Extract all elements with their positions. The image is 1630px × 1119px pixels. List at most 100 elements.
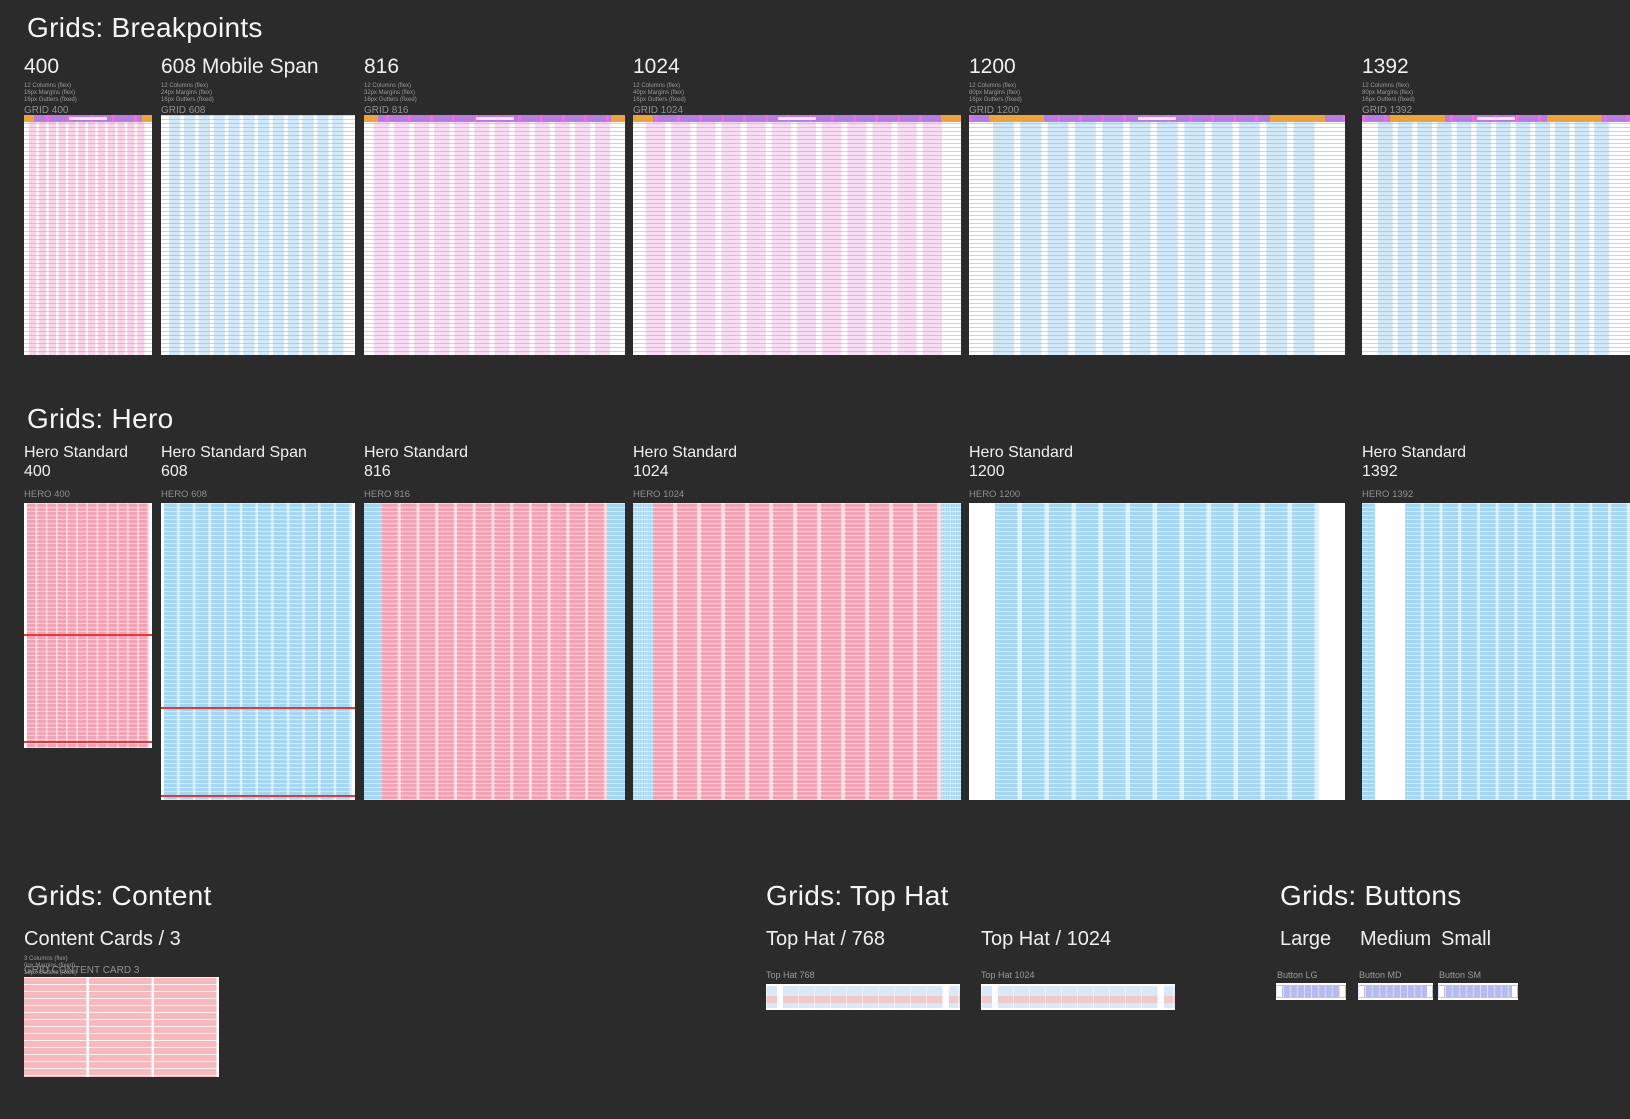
frame-label[interactable]: HERO 816 — [364, 489, 410, 500]
grid-rows — [161, 115, 355, 355]
tophat-orange-block-left — [633, 115, 653, 122]
section-title-tophat: Grids: Top Hat — [766, 880, 949, 911]
button-frame-sm[interactable] — [1438, 983, 1518, 1000]
tophat-item-label: Top Hat / 768 — [766, 928, 885, 950]
frame-label[interactable]: GRID 1024 — [633, 105, 684, 116]
button-size-label: Large — [1280, 928, 1332, 950]
breakpoint-board-1024: 1024 12 Columns (flex) 40px Margins (fle… — [633, 55, 961, 355]
breakpoint-board-400: 400 12 Columns (flex) 16px Margins (flex… — [24, 55, 152, 355]
hero-grid-edge-right — [941, 503, 961, 800]
tophat-orange-block-left — [1390, 115, 1445, 122]
frame-label[interactable]: HERO 1200 — [969, 489, 1021, 500]
board-label: Hero Standard 1200 — [969, 444, 1074, 480]
board-label: 1200 — [969, 55, 1016, 78]
hero-frame-1392[interactable] — [1362, 503, 1630, 800]
grid-rows — [969, 115, 1345, 355]
frame-label[interactable]: HERO 400 — [24, 489, 70, 500]
board-label: 608 Mobile Span — [161, 55, 319, 78]
hero-guide-line — [161, 795, 355, 797]
grid-frame-816[interactable] — [364, 115, 625, 355]
board-label: Hero Standard 1024 — [633, 444, 738, 480]
button-size-label: Medium — [1360, 928, 1432, 950]
frame-label[interactable]: HERO 608 — [161, 489, 207, 500]
grid-frame-400[interactable] — [24, 115, 152, 355]
board-label: 816 — [364, 55, 400, 78]
hero-guide-line — [24, 741, 152, 743]
tophat-gutter-left — [777, 984, 783, 1010]
grid-frame-1392[interactable] — [1362, 115, 1630, 355]
tophat-caption-marker — [778, 117, 816, 120]
frame-label[interactable]: HERO 1024 — [633, 489, 685, 500]
hero-grid-fill — [27, 503, 149, 748]
tophat-caption-marker — [475, 117, 514, 120]
frame-label[interactable]: GRID 400 — [24, 105, 69, 116]
tophat-bar — [969, 115, 1345, 122]
hero-board-1200: Hero Standard 1200 HERO 1200 — [969, 443, 1345, 800]
content-subtitle: Content Cards / 3 — [24, 928, 181, 950]
frame-label[interactable]: Button SM — [1439, 970, 1482, 980]
breakpoint-board-1392: 1392 12 Columns (flex) 80px Margins (fle… — [1362, 55, 1630, 355]
frame-label[interactable]: Top Hat 1024 — [981, 970, 1035, 980]
section-title-breakpoints: Grids: Breakpoints — [27, 12, 263, 43]
tophat-caption-marker — [69, 117, 107, 120]
tophat-frame-1024[interactable] — [981, 984, 1175, 1010]
frame-label[interactable]: GRID CONTENT CARD 3 — [24, 965, 140, 976]
hero-guide-line — [24, 634, 152, 636]
hero-frame-816[interactable] — [364, 503, 625, 800]
tophat-caption-marker — [1477, 117, 1515, 120]
frame-label[interactable]: GRID 608 — [161, 105, 206, 116]
hero-board-1024: Hero Standard 1024 HERO 1024 — [633, 443, 961, 800]
grid-frame-1024[interactable] — [633, 115, 961, 355]
grid-rows — [633, 115, 961, 355]
frame-label[interactable]: Top Hat 768 — [766, 970, 815, 980]
button-endcap-left — [1277, 986, 1282, 997]
tophat-orange-block-right — [1547, 115, 1602, 122]
button-frame-md[interactable] — [1358, 983, 1433, 1000]
tophat-grid-lines — [981, 984, 1175, 1010]
tophat-grid-lines — [766, 984, 960, 1010]
hero-grid-center — [382, 503, 607, 800]
board-label: 1024 — [633, 55, 680, 78]
tophat-bar — [1362, 115, 1630, 122]
hero-grid-edge-left — [633, 503, 653, 800]
hero-grid-edge-left — [1362, 503, 1376, 800]
tophat-orange-block-left — [364, 115, 378, 122]
hero-frame-1200[interactable] — [969, 503, 1345, 800]
hero-guide-line — [161, 707, 355, 709]
hero-board-1392: Hero Standard 1392 HERO 1392 — [1362, 443, 1630, 800]
tophat-gutter-right — [943, 984, 949, 1010]
hero-frame-400[interactable] — [24, 503, 152, 748]
frame-label[interactable]: GRID 1200 — [969, 105, 1020, 116]
tophat-orange-block-right — [142, 115, 152, 122]
board-specs: 12 Columns (flex) 80px Margins (flex) 16… — [969, 83, 1022, 103]
board-label: Hero Standard 816 — [364, 444, 469, 480]
button-endcap-left — [1439, 986, 1444, 997]
section-title-hero: Grids: Hero — [27, 403, 174, 434]
tophat-frame-768[interactable] — [766, 984, 960, 1010]
hero-grid-edge-left — [364, 503, 383, 800]
board-specs: 12 Columns (flex) 80px Margins (flex) 16… — [1362, 83, 1415, 103]
frame-label[interactable]: GRID 1392 — [1362, 105, 1413, 116]
hero-grid-edge-right — [606, 503, 625, 800]
tophat-orange-block-right — [941, 115, 961, 122]
board-label: 400 — [24, 55, 60, 78]
hero-grid-center — [652, 503, 942, 800]
hero-frame-608[interactable] — [161, 503, 355, 800]
grid-frame-1200[interactable] — [969, 115, 1345, 355]
grid-frame-608[interactable] — [161, 115, 355, 355]
tophat-gutter-left — [992, 984, 998, 1010]
frame-label[interactable]: HERO 1392 — [1362, 489, 1414, 500]
frame-label[interactable]: Button MD — [1359, 970, 1402, 980]
frame-label[interactable]: GRID 816 — [364, 105, 409, 116]
frame-label[interactable]: Button LG — [1277, 970, 1318, 980]
tophat-gutter-right — [1158, 984, 1164, 1010]
tophat-orange-block-left — [989, 115, 1044, 122]
content-card-frame[interactable] — [24, 977, 219, 1077]
button-endcap-right — [1512, 986, 1517, 997]
tophat-bar — [633, 115, 961, 122]
button-frame-lg[interactable] — [1276, 983, 1346, 1000]
hero-frame-1024[interactable] — [633, 503, 961, 800]
hero-grid-center — [995, 503, 1319, 800]
hero-board-608: Hero Standard Span 608 HERO 608 — [161, 443, 355, 800]
breakpoint-board-1200: 1200 12 Columns (flex) 80px Margins (fle… — [969, 55, 1345, 355]
